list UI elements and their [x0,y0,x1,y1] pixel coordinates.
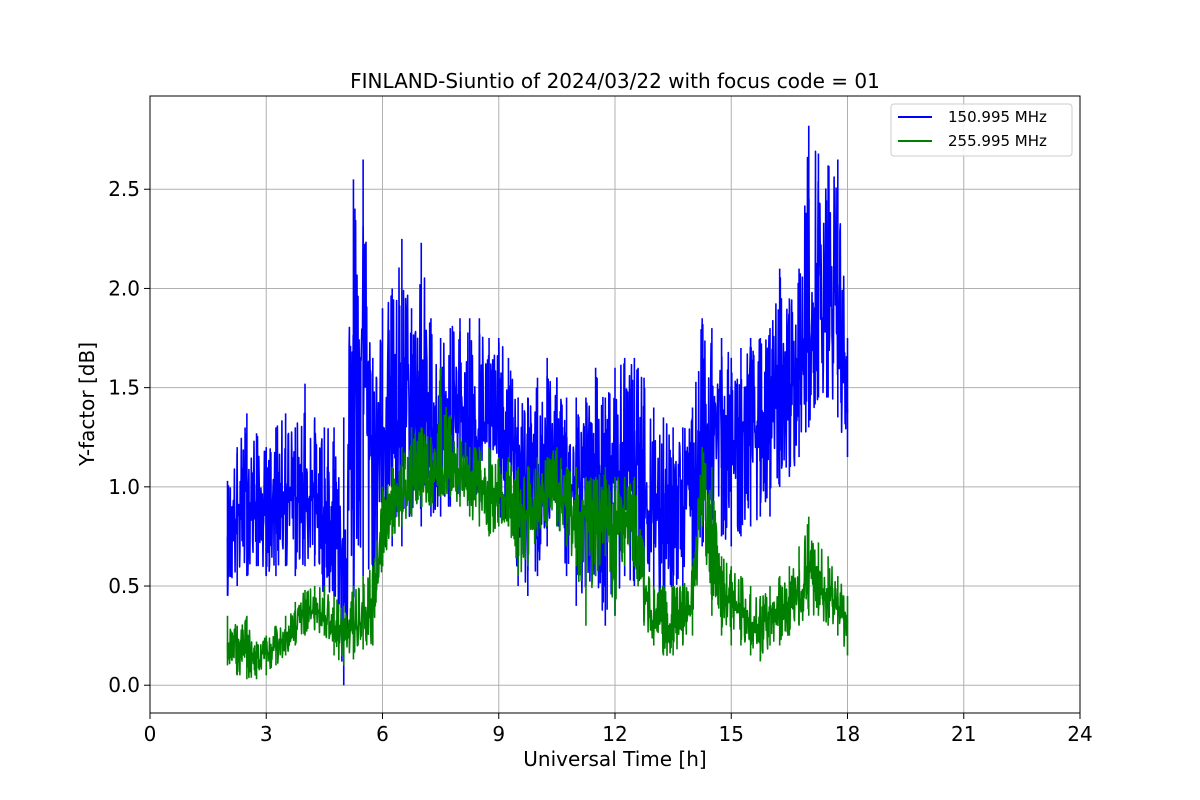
x-tick-label: 9 [492,722,505,746]
y-tick-label: 2.0 [108,276,140,300]
series-layer [226,125,849,686]
x-tick-label: 0 [144,722,157,746]
x-tick-label: 24 [1067,722,1092,746]
y-tick-label: 0.5 [108,574,140,598]
chart-title: FINLAND-Siuntio of 2024/03/22 with focus… [350,69,880,93]
y-tick-label: 1.0 [108,475,140,499]
x-tick-label: 21 [951,722,976,746]
legend-label-series-1: 150.995 MHz [948,108,1047,126]
legend: 150.995 MHz 255.995 MHz [890,103,1073,157]
x-tick-label: 15 [719,722,744,746]
y-tick-label: 2.5 [108,177,140,201]
x-tick-label: 18 [835,722,860,746]
y-axis: 0.0 0.5 1.0 1.5 2.0 2.5 [108,177,150,697]
x-axis: 0 3 6 9 12 15 18 21 24 [144,713,1093,746]
x-tick-label: 3 [260,722,273,746]
x-axis-title: Universal Time [h] [523,747,706,771]
x-tick-label: 12 [602,722,627,746]
y-tick-label: 0.0 [108,673,140,697]
legend-label-series-2: 255.995 MHz [948,132,1047,150]
legend-box [890,103,1073,157]
y-axis-title: Y-factor [dB] [75,342,99,467]
x-tick-label: 6 [376,722,389,746]
y-tick-label: 1.5 [108,376,140,400]
